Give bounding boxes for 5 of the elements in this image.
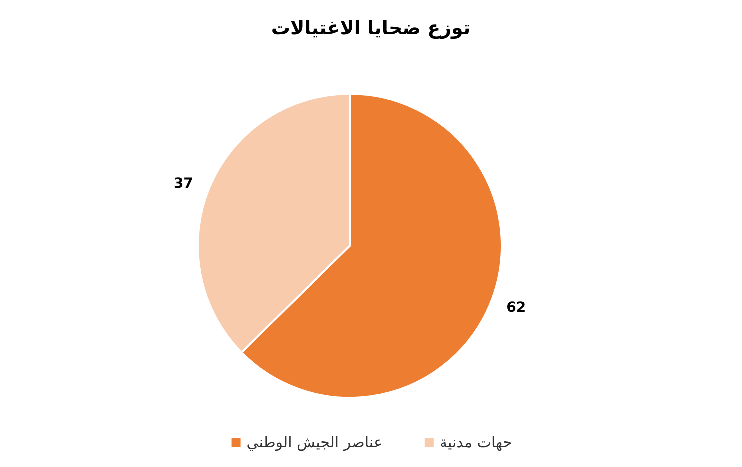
data-label: 62 <box>506 300 526 316</box>
chart-title: توزع ضحايا الاغتيالات <box>271 18 471 40</box>
data-label: 37 <box>174 176 194 192</box>
legend-label: حهات مدنية <box>440 434 512 452</box>
legend-label: عناصر الجيش الوطني <box>246 434 383 452</box>
